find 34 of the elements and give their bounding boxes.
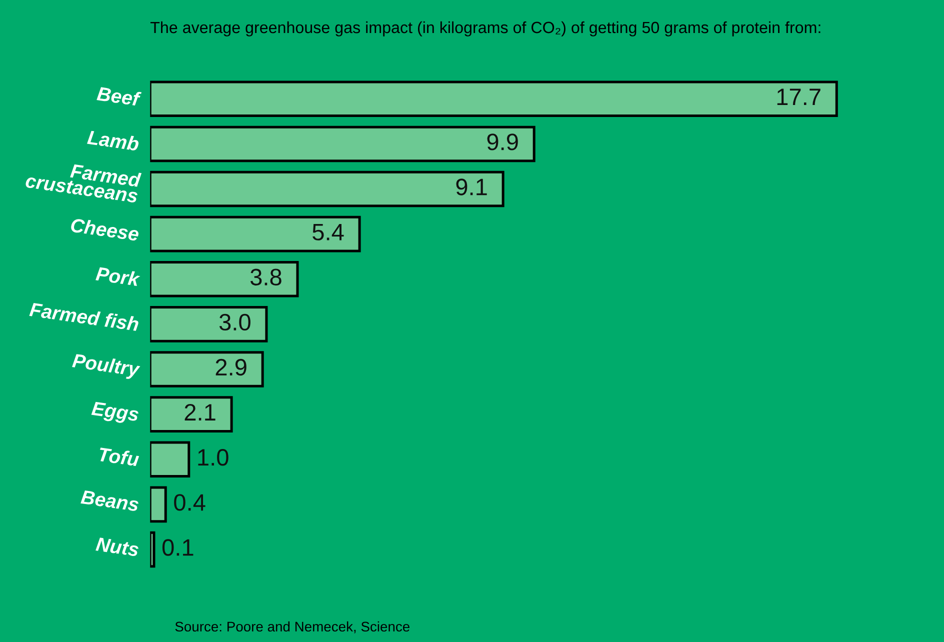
bar bbox=[150, 170, 504, 208]
bar bbox=[150, 216, 361, 252]
bar bbox=[150, 261, 299, 298]
data-label: 2.1 bbox=[184, 404, 216, 420]
bar bbox=[150, 486, 167, 523]
data-label: 2.9 bbox=[216, 358, 246, 376]
y-tick-label: Beans bbox=[80, 490, 140, 512]
bar bbox=[150, 126, 536, 162]
bar bbox=[150, 396, 233, 432]
y-tick-label: Eggs bbox=[90, 401, 140, 426]
data-label: 3.0 bbox=[219, 314, 250, 331]
data-label: 1.0 bbox=[198, 449, 228, 466]
y-tick-label: Beef bbox=[96, 86, 142, 106]
y-tick-label: Pork bbox=[96, 266, 141, 286]
data-label: 5.4 bbox=[312, 224, 344, 240]
y-tick-label: Lamb bbox=[86, 130, 140, 152]
data-label: 0.4 bbox=[174, 494, 206, 511]
data-label: 9.9 bbox=[487, 134, 518, 150]
chart-title: The average greenhouse gas impact (in kilograms of CO₂) of getting 50 grams of protein from: bbox=[150, 21, 820, 36]
data-label: 0.1 bbox=[162, 539, 194, 556]
y-tick-label: Farmed fish bbox=[29, 302, 140, 332]
y-tick-label: Tofu bbox=[98, 446, 140, 467]
bar bbox=[150, 351, 264, 388]
bar bbox=[150, 306, 268, 342]
y-tick-label: Nuts bbox=[96, 537, 140, 557]
y-tick-label: Cheese bbox=[70, 218, 140, 242]
bar bbox=[150, 441, 190, 478]
data-label: 9.1 bbox=[456, 178, 487, 196]
bar bbox=[150, 80, 838, 118]
source-note: Source: Poore and Nemecek, Science bbox=[175, 621, 410, 634]
y-tick-label: Farmed crustaceans bbox=[25, 163, 142, 203]
data-label: 3.8 bbox=[250, 268, 282, 286]
data-label: 17.7 bbox=[777, 88, 820, 106]
y-tick-label: Poultry bbox=[71, 353, 141, 380]
